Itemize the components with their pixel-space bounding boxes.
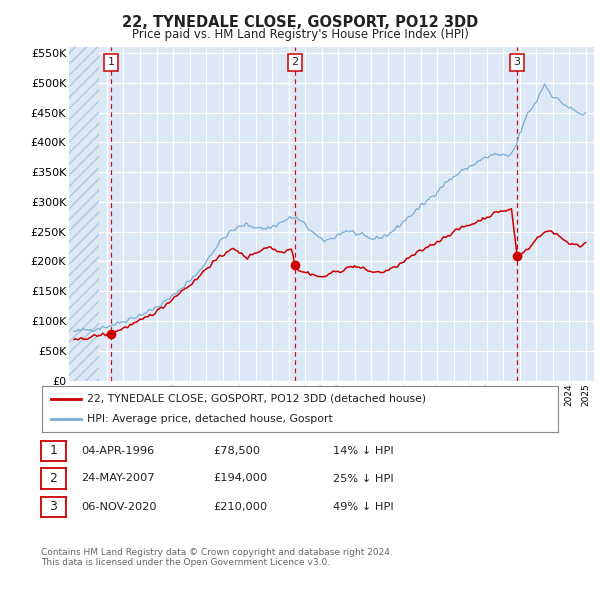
Text: 1: 1 [49,444,58,457]
Text: £210,000: £210,000 [213,502,267,512]
Text: 2: 2 [49,472,58,485]
Text: 24-MAY-2007: 24-MAY-2007 [81,474,155,483]
Text: 14% ↓ HPI: 14% ↓ HPI [333,446,394,455]
Text: 22, TYNEDALE CLOSE, GOSPORT, PO12 3DD: 22, TYNEDALE CLOSE, GOSPORT, PO12 3DD [122,15,478,30]
Text: 22, TYNEDALE CLOSE, GOSPORT, PO12 3DD (detached house): 22, TYNEDALE CLOSE, GOSPORT, PO12 3DD (d… [87,394,426,404]
Text: 3: 3 [514,57,521,67]
Text: 2: 2 [292,57,299,67]
Text: 04-APR-1996: 04-APR-1996 [81,446,154,455]
Text: 49% ↓ HPI: 49% ↓ HPI [333,502,394,512]
Text: Price paid vs. HM Land Registry's House Price Index (HPI): Price paid vs. HM Land Registry's House … [131,28,469,41]
Text: 25% ↓ HPI: 25% ↓ HPI [333,474,394,483]
Text: Contains HM Land Registry data © Crown copyright and database right 2024.
This d: Contains HM Land Registry data © Crown c… [41,548,392,567]
Text: £194,000: £194,000 [213,474,267,483]
Bar [69,47,99,381]
Text: £78,500: £78,500 [213,446,260,455]
Text: 3: 3 [49,500,58,513]
Text: 06-NOV-2020: 06-NOV-2020 [81,502,157,512]
Text: 1: 1 [108,57,115,67]
Text: HPI: Average price, detached house, Gosport: HPI: Average price, detached house, Gosp… [87,414,333,424]
